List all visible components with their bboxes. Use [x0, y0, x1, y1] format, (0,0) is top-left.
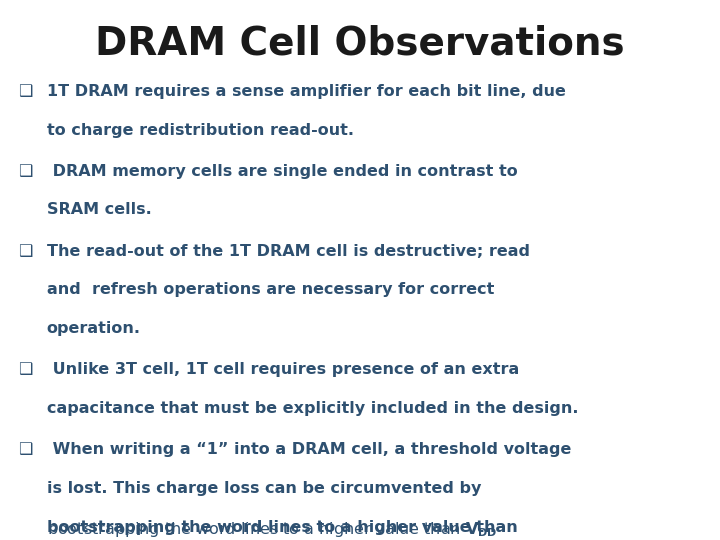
Text: to charge redistribution read-out.: to charge redistribution read-out.	[47, 123, 354, 138]
Text: bootstrapping the word lines to a higher value than $\mathbf{V_{DD}}$: bootstrapping the word lines to a higher…	[47, 520, 498, 539]
Text: ❑: ❑	[18, 442, 32, 457]
Text: bootstrapping the word lines to a higher value than: bootstrapping the word lines to a higher…	[47, 520, 523, 535]
Text: operation.: operation.	[47, 321, 141, 336]
Text: bootstrapping the word lines to a higher value than $V_{DD}$: bootstrapping the word lines to a higher…	[0, 539, 1, 540]
Text: ❑: ❑	[18, 84, 32, 99]
Text: Unlike 3T cell, 1T cell requires presence of an extra: Unlike 3T cell, 1T cell requires presenc…	[47, 362, 519, 377]
Text: The read-out of the 1T DRAM cell is destructive; read: The read-out of the 1T DRAM cell is dest…	[47, 244, 530, 259]
Text: When writing a “1” into a DRAM cell, a threshold voltage: When writing a “1” into a DRAM cell, a t…	[47, 442, 571, 457]
Text: DRAM memory cells are single ended in contrast to: DRAM memory cells are single ended in co…	[47, 164, 518, 179]
Text: and  refresh operations are necessary for correct: and refresh operations are necessary for…	[47, 282, 494, 298]
Text: ❑: ❑	[18, 164, 32, 179]
Text: DRAM Cell Observations: DRAM Cell Observations	[95, 24, 625, 62]
Text: ❑: ❑	[18, 362, 32, 377]
Text: 1T DRAM requires a sense amplifier for each bit line, due: 1T DRAM requires a sense amplifier for e…	[47, 84, 566, 99]
Text: ❑: ❑	[18, 244, 32, 259]
Text: is lost. This charge loss can be circumvented by: is lost. This charge loss can be circumv…	[47, 481, 481, 496]
Text: capacitance that must be explicitly included in the design.: capacitance that must be explicitly incl…	[47, 401, 578, 416]
Text: SRAM cells.: SRAM cells.	[47, 202, 151, 218]
